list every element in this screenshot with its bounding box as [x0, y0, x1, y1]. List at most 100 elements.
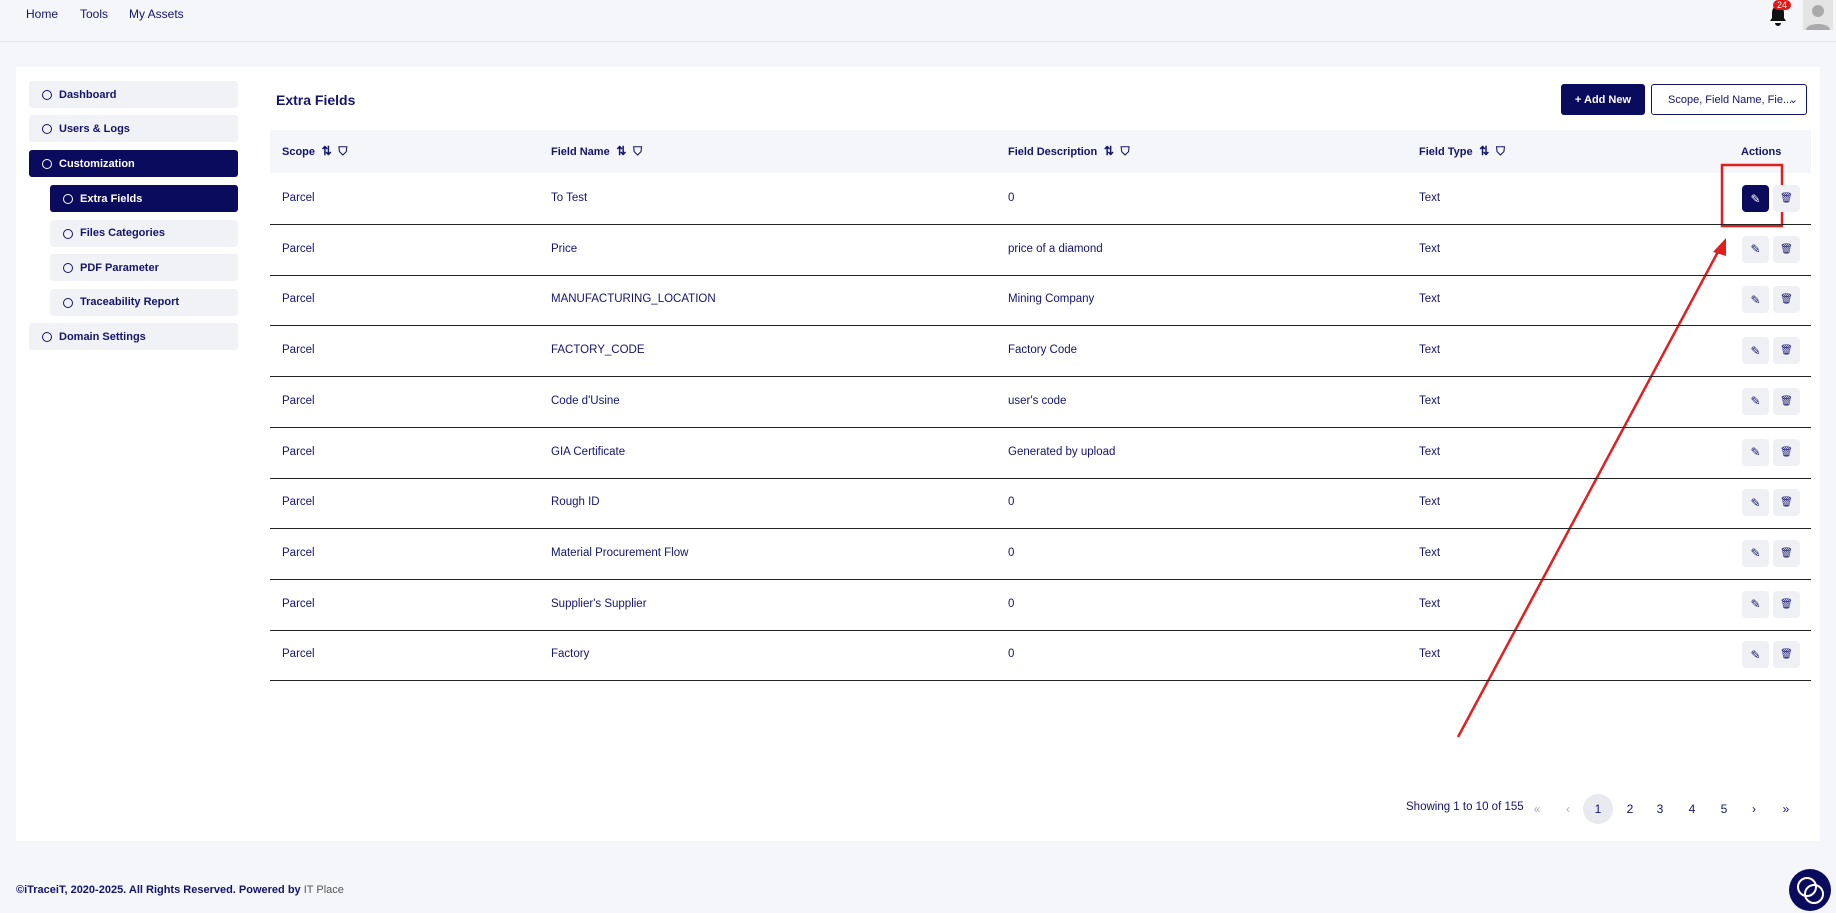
table-cell: FACTORY_CODE	[551, 344, 645, 357]
table-cell: 0	[1008, 192, 1015, 204]
label: Traceability Report	[80, 296, 180, 308]
table-cell: Material Procurement Flow	[551, 546, 689, 559]
table-cell: Mining Company	[1008, 293, 1095, 306]
table-cell: Price	[551, 242, 578, 255]
delete-button[interactable]: 🗑	[1773, 286, 1800, 314]
nav-link[interactable]: Home	[26, 7, 59, 21]
edit-button[interactable]: ✎	[1742, 438, 1769, 466]
table-cell: GIA Certificate	[551, 445, 626, 458]
table-cell: Rough ID	[551, 496, 600, 509]
page-button[interactable]: 2	[1626, 802, 1634, 816]
table-cell: Parcel	[282, 496, 315, 509]
column-header[interactable]: Field Description ⇅ ⛉	[1008, 144, 1130, 158]
help-button[interactable]	[1789, 869, 1831, 911]
sidebar-item[interactable]: Extra Fields	[50, 185, 238, 212]
delete-button[interactable]: 🗑	[1773, 590, 1800, 618]
table-cell: Code d'Usine	[551, 394, 620, 407]
table-cell: Text	[1419, 445, 1441, 458]
table-cell: Text	[1419, 648, 1441, 661]
nav-link[interactable]: My Assets	[129, 7, 184, 21]
sidebar-item[interactable]: Customization	[29, 150, 238, 177]
sidebar-item[interactable]: PDF Parameter	[50, 254, 238, 281]
table-cell: 0	[1008, 597, 1015, 610]
table-cell: 0	[1008, 648, 1015, 661]
label: Extra Fields	[80, 192, 143, 205]
sidebar-item[interactable]: Users & Logs	[29, 115, 238, 142]
search-dropdown[interactable]: Scope, Field Name, Fie... ⌄	[1651, 84, 1807, 115]
delete-button[interactable]: 🗑	[1773, 337, 1800, 365]
table-cell: price of a diamond	[1008, 242, 1103, 255]
edit-button[interactable]: ✎	[1742, 590, 1769, 618]
edit-button[interactable]: ✎	[1742, 641, 1769, 669]
table-cell: Parcel	[282, 597, 315, 610]
sidebar-item[interactable]: Files Categories	[50, 219, 238, 247]
add-button[interactable]: + Add New	[1561, 84, 1645, 115]
column-header[interactable]: Field Type ⇅ ⛉	[1419, 144, 1505, 158]
table-cell: user's code	[1008, 394, 1067, 407]
row-divider	[270, 426, 1811, 428]
label: Domain Settings	[59, 330, 146, 343]
table-cell: 0	[1008, 546, 1015, 559]
page-title: Extra Fields	[276, 92, 356, 108]
row-divider	[270, 274, 1811, 276]
page-button[interactable]: »	[1782, 802, 1790, 816]
page-button[interactable]: ›	[1752, 802, 1756, 816]
table-cell: Text	[1419, 192, 1441, 204]
edit-button[interactable]: ✎	[1742, 235, 1769, 263]
delete-button[interactable]: 🗑	[1773, 539, 1800, 567]
edit-button[interactable]: ✎	[1742, 185, 1769, 212]
table-cell: Text	[1419, 242, 1441, 255]
bell-icon[interactable]	[1768, 4, 1788, 26]
dropdown-text: Scope, Field Name, Fie...	[1668, 93, 1793, 106]
table-cell: Parcel	[282, 546, 315, 559]
table-cell: Parcel	[282, 293, 315, 306]
label: PDF Parameter	[80, 261, 159, 274]
row-divider	[270, 224, 1811, 225]
avatar[interactable]	[1803, 0, 1833, 30]
footer-link[interactable]: IT Place	[303, 884, 344, 896]
table-cell: Text	[1419, 496, 1441, 509]
delete-button[interactable]: 🗑	[1773, 438, 1800, 466]
column-header[interactable]: Scope ⇅ ⛉	[282, 144, 348, 158]
table-cell: Parcel	[282, 648, 315, 661]
table-cell: Generated by upload	[1008, 445, 1116, 458]
row-divider	[270, 680, 1811, 682]
delete-button[interactable]: 🗑	[1773, 185, 1800, 212]
sidebar-item[interactable]: Traceability Report	[50, 288, 238, 316]
page-button[interactable]: 1	[1583, 794, 1613, 824]
badge: 24	[1773, 0, 1792, 10]
table-cell: Factory	[551, 648, 590, 661]
label: Dashboard	[59, 88, 117, 101]
edit-button[interactable]: ✎	[1742, 337, 1769, 365]
label: Customization	[59, 157, 135, 170]
table-cell: To Test	[551, 192, 588, 204]
table-cell: Text	[1419, 597, 1441, 610]
table-cell: Text	[1419, 546, 1441, 559]
table-header: Scope ⇅ ⛉ Field Name ⇅ ⛉ Field Description…	[270, 130, 1811, 173]
page-button[interactable]: «	[1533, 802, 1541, 816]
row-divider	[270, 629, 1811, 631]
page-button[interactable]: 3	[1656, 802, 1664, 816]
label: Files Categories	[80, 227, 165, 239]
page-button[interactable]: 4	[1688, 802, 1696, 816]
edit-button[interactable]: ✎	[1742, 539, 1769, 567]
table-cell: Text	[1419, 394, 1441, 407]
table-cell: Text	[1419, 344, 1441, 357]
column-header[interactable]: Field Name ⇅ ⛉	[551, 144, 643, 158]
delete-button[interactable]: 🗑	[1773, 387, 1800, 415]
sidebar-item[interactable]: Dashboard	[29, 81, 238, 108]
delete-button[interactable]: 🗑	[1773, 235, 1800, 263]
page-button[interactable]: ‹	[1566, 802, 1570, 816]
column-header: Actions	[1741, 130, 1781, 173]
edit-button[interactable]: ✎	[1742, 387, 1769, 415]
sidebar-item[interactable]: Domain Settings	[29, 323, 238, 350]
nav-link[interactable]: Tools	[80, 7, 109, 21]
label: Scope	[282, 145, 316, 158]
footer: ©iTraceiT, 2020-2025. All Rights Reserve…	[16, 884, 344, 896]
edit-button[interactable]: ✎	[1742, 286, 1769, 314]
delete-button[interactable]: 🗑	[1773, 489, 1800, 517]
delete-button[interactable]: 🗑	[1773, 641, 1800, 669]
edit-button[interactable]: ✎	[1742, 489, 1769, 517]
page-button[interactable]: 5	[1720, 802, 1728, 816]
